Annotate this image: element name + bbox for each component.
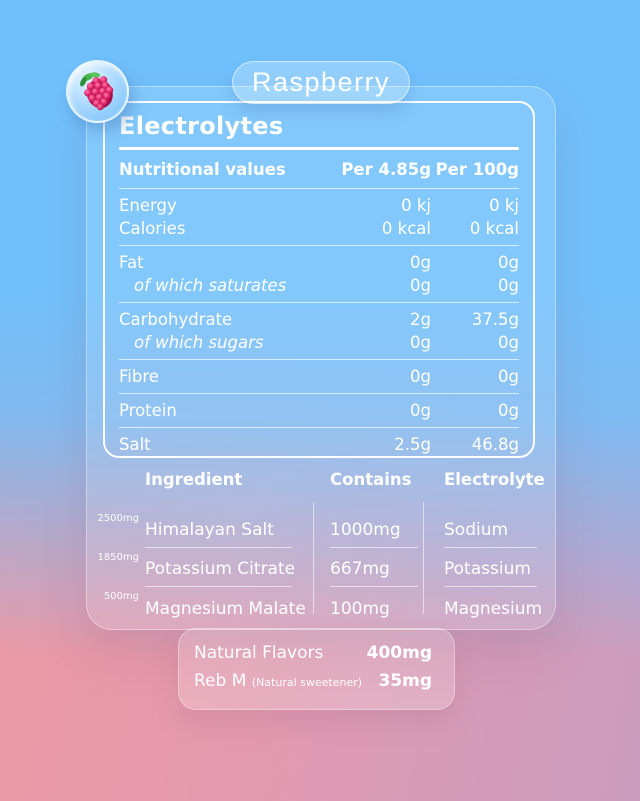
table-row: Protein 0g 0g [119,399,519,422]
row-label: Carbohydrate [119,310,233,329]
row-sublabel: of which saturates [134,276,287,295]
row-value: 0g [410,401,431,420]
title-rule [119,147,519,150]
table-row: Carbohydrate 2g 37.5g [119,308,519,331]
flavor-badge [66,60,129,123]
row-value: 0g [498,276,519,295]
row-value: 37.5g [471,310,519,329]
row-label: Salt [119,435,151,454]
ingredient-cell: Magnesium Malate [145,599,306,619]
row-divider [119,245,519,246]
dosage-label: 2500mg [97,513,139,524]
row-value: 0 kcal [469,219,519,238]
row-value: 0g [498,253,519,272]
electrolyte-header: Electrolyte [444,470,545,489]
electrolytes-panel: Electrolytes Nutritional values Per 4.85… [103,101,535,458]
nutrition-table-header: Nutritional values Per 4.85g Per 100g [119,150,519,188]
row-sublabel: of which sugars [134,333,264,352]
ingredient-cell: Potassium Citrate [145,548,324,587]
row-value: 2.5g [394,435,431,454]
table-row: Fibre 0g 0g [119,365,519,388]
row-label: Calories [119,219,186,238]
row-divider [119,393,519,394]
electrolyte-cell: Potassium [436,548,554,587]
header-label: Nutritional values [119,160,286,179]
row-value: 0g [410,253,431,272]
extras-label: Natural Flavors [194,643,324,663]
extras-note: (Natural sweetener) [251,676,363,689]
contains-cell: 1000mg [324,509,436,548]
row-value: 0 kj [489,196,519,215]
row-value: 0 kj [401,196,431,215]
row-divider [119,359,519,360]
row-label: Protein [119,401,177,420]
row-value: 0 kcal [381,219,431,238]
flavor-title: Raspberry [251,67,391,97]
header-per-serving: Per 4.85g [341,160,431,179]
nutrition-group-fat: Fat 0g 0g of which saturates 0g 0g [119,246,519,302]
row-value: 0g [498,367,519,386]
row-value: 0g [498,333,519,352]
nutrition-group-energy: Energy 0 kj 0 kj Calories 0 kcal 0 kcal [119,189,519,245]
flavor-pill: Raspberry [232,61,410,104]
row-label: Energy [119,196,177,215]
extras-row: Natural Flavors 400mg [194,643,432,671]
column-divider [313,502,314,614]
extras-label: Reb M (Natural sweetener) [194,671,363,691]
nutrition-group-protein: Protein 0g 0g [119,394,519,427]
row-label: Fat [119,253,144,272]
row-value: 0g [410,276,431,295]
nutrition-group-carbohydrate: Carbohydrate 2g 37.5g of which sugars 0g… [119,303,519,359]
nutrition-group-fibre: Fibre 0g 0g [119,360,519,393]
extras-card: Natural Flavors 400mg Reb M (Natural swe… [178,628,455,710]
table-row: of which saturates 0g 0g [119,274,519,297]
contains-header: Contains [330,470,412,489]
column-divider [423,502,424,614]
panel-content: Electrolytes Nutritional values Per 4.85… [119,103,519,456]
extras-value: 35mg [378,671,432,691]
contains-cell: 667mg [324,548,436,587]
raspberry-icon [76,68,120,116]
table-row: Energy 0 kj 0 kj [119,194,519,217]
row-value: 0g [410,333,431,352]
table-row: Fat 0g 0g [119,251,519,274]
table-row: Salt 2.5g 46.8g [119,433,519,456]
table-row: of which sugars 0g 0g [119,331,519,354]
row-value: 46.8g [471,435,519,454]
row-value: 0g [498,401,519,420]
extras-value: 400mg [366,643,432,663]
row-value: 0g [410,367,431,386]
row-label: Fibre [119,367,159,386]
electrolyte-cell: Sodium [436,509,554,548]
row-divider [119,302,519,303]
row-divider [119,427,519,428]
table-row: Calories 0 kcal 0 kcal [119,217,519,240]
header-per-100g: Per 100g [435,160,519,179]
ingredient-cell: Himalayan Salt [145,509,324,548]
contains-cell: 100mg [330,599,390,619]
extras-row: Reb M (Natural sweetener) 35mg [194,671,432,699]
dosage-label: 500mg [103,591,139,602]
ingredient-header: Ingredient [145,470,243,489]
row-value: 2g [410,310,431,329]
glass-card [86,86,556,630]
panel-title: Electrolytes [119,112,284,140]
dosage-label: 1850mg [97,552,139,563]
ingredient-table: Ingredient Contains Electrolyte 2500mg H… [86,470,554,626]
nutrition-group-salt: Salt 2.5g 46.8g [119,428,519,461]
row-divider [119,188,519,189]
electrolyte-cell: Magnesium [444,599,543,619]
